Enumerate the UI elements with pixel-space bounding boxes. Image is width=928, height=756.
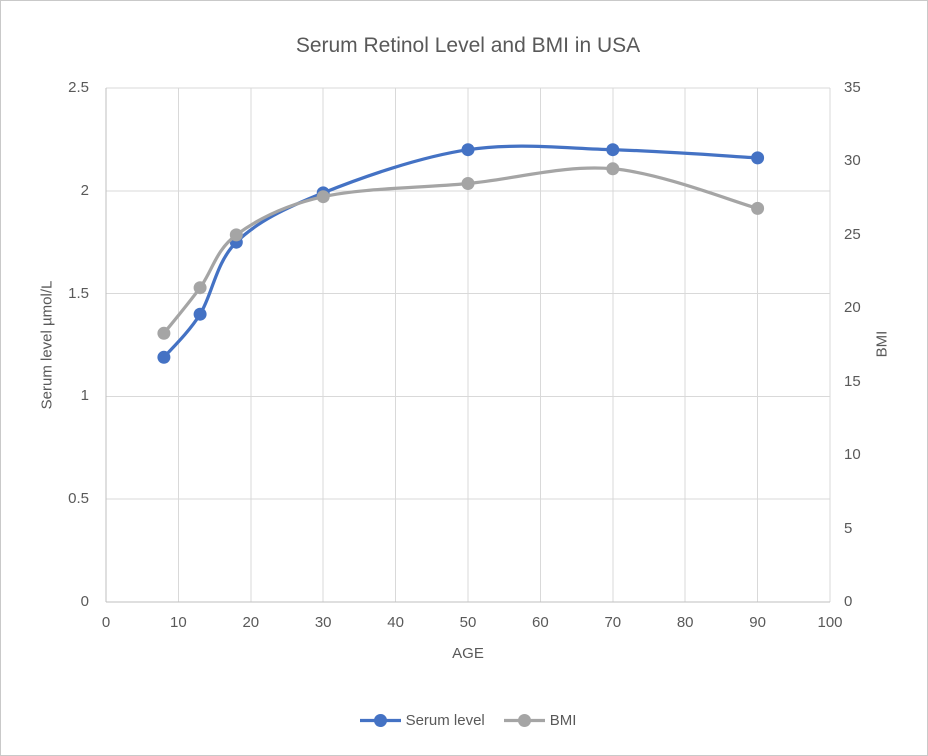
x-tick-label: 90: [749, 614, 766, 631]
x-tick-label: 40: [387, 614, 404, 631]
x-tick-label: 70: [604, 614, 622, 631]
legend-label-bmi: BMI: [549, 711, 577, 729]
x-tick-label: 30: [314, 614, 332, 631]
y-right-tick-label: 15: [844, 372, 861, 390]
x-tick-label: 60: [532, 614, 549, 631]
y-right-tick-label: 35: [844, 79, 861, 96]
y-right-tick-label: 0: [844, 593, 853, 610]
legend-item-bmi: BMI: [503, 711, 577, 729]
axis-lines: [105, 88, 830, 603]
y-right-tick-label: 5: [844, 519, 853, 537]
x-tick-label: 80: [676, 614, 694, 631]
y-left-tick-label: 0.5: [68, 490, 89, 508]
x-tick-label: 20: [242, 614, 260, 631]
x-tick-label: 10: [170, 614, 187, 631]
y-right-tick-label: 20: [844, 299, 861, 317]
y-left-tick-label: 0: [80, 593, 89, 610]
y-left-tick-label: 2: [80, 181, 89, 199]
serum-level-markers: [157, 143, 765, 364]
y-axis-title-right: BMI: [873, 330, 891, 358]
bmi-line: [162, 166, 760, 335]
legend-item-serum-level: Serum level: [359, 711, 485, 729]
x-axis-title: AGE: [452, 645, 484, 662]
y-left-tick-label: 2.5: [68, 79, 89, 96]
legend-label-serum-level: Serum level: [405, 711, 485, 729]
serum-level-line: [162, 144, 760, 359]
y-right-tick-label: 10: [844, 446, 861, 464]
y-right-tick-label: 25: [844, 225, 861, 243]
y-left-tick-label: 1.5: [68, 284, 89, 302]
x-tick-label: 100: [817, 614, 843, 631]
x-tick-label: 0: [101, 614, 111, 631]
serum-level-legend-marker-icon: [359, 713, 401, 727]
legend: Serum level BMI: [106, 706, 830, 734]
x-tick-label: 50: [459, 614, 477, 631]
vertical-gridlines: [105, 88, 831, 602]
y-axis-title-left: Serum level µmol/L: [38, 280, 56, 410]
y-right-tick-label: 30: [844, 152, 861, 170]
chart-title: Serum Retinol Level and BMI in USA: [295, 34, 641, 57]
bmi-legend-marker-icon: [503, 713, 545, 727]
bmi-markers: [157, 162, 765, 340]
y-left-tick-label: 1: [80, 387, 89, 405]
